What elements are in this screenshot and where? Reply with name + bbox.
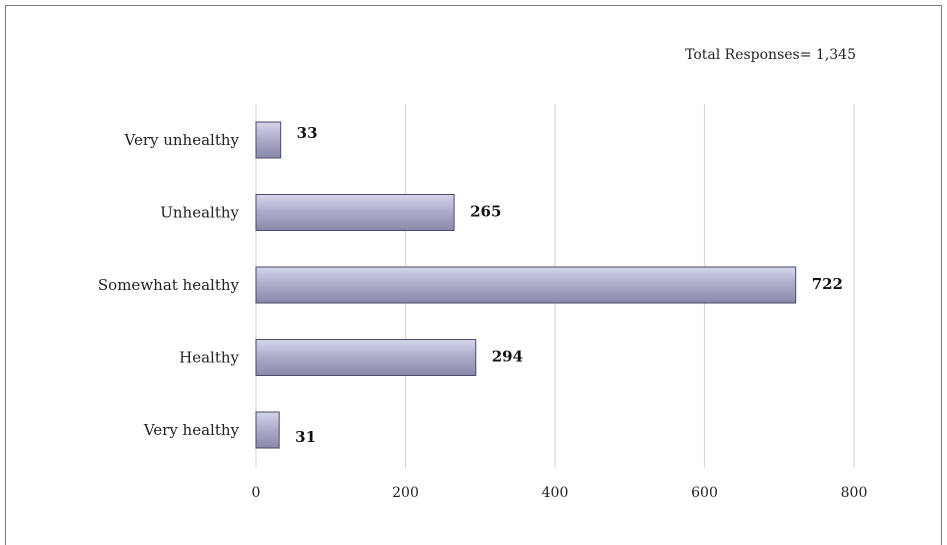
category-label: Somewhat healthy (98, 276, 240, 294)
data-label: 265 (470, 203, 501, 221)
x-tick-label: 600 (691, 485, 718, 501)
category-label: Very healthy (143, 421, 240, 439)
bar-healthy (255, 339, 477, 376)
labels: 0 200 400 600 800 Very unhealthy 33 Unhealthy 26… (98, 124, 867, 501)
bar-unhealthy (255, 194, 455, 231)
x-tick-label: 400 (542, 485, 569, 501)
data-label: 722 (812, 275, 843, 293)
data-label: 294 (492, 348, 523, 366)
bar-very-unhealthy (255, 121, 282, 159)
bar-very-healthy (255, 411, 280, 449)
data-label: 31 (295, 428, 316, 446)
category-label: Unhealthy (160, 204, 239, 222)
data-label: 33 (297, 124, 318, 142)
x-tick-label: 0 (252, 485, 261, 501)
x-tick-label: 800 (841, 485, 868, 501)
total-responses-annotation: Total Responses= 1,345 (685, 47, 856, 63)
category-label: Very unhealthy (123, 131, 239, 149)
bars (255, 121, 797, 449)
category-label: Healthy (179, 349, 239, 367)
x-tick-label: 200 (392, 485, 419, 501)
bar-somewhat-healthy (255, 266, 797, 304)
